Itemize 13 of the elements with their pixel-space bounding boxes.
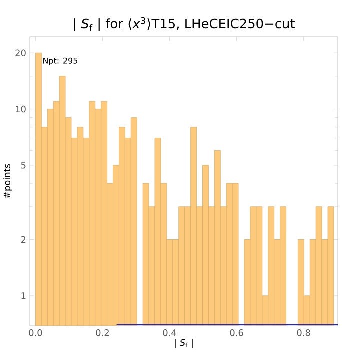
y-tick-label: 5 <box>21 162 26 169</box>
y-tick-label: 10 <box>16 106 26 113</box>
x-tick-label: 0.0 <box>29 330 42 336</box>
y-tick-label: 2 <box>21 236 26 244</box>
chart-title: | S$_{f}$ | for ⟨x$^{3}$⟩T15, LHeCEIC250−cut <box>74 17 296 32</box>
x-tick-label: 0.6 <box>230 330 244 336</box>
x-tick-label: 0.8 <box>297 330 310 336</box>
y-tick-label: 1 <box>22 292 26 300</box>
y-axis-title: #points <box>4 164 12 198</box>
y-tick-label: 20 <box>16 50 26 57</box>
x-axis-title: | S$_{f}$ | <box>175 339 193 348</box>
x-tick-label: 0.4 <box>163 330 176 336</box>
x-tick-label: 0.2 <box>96 330 109 336</box>
